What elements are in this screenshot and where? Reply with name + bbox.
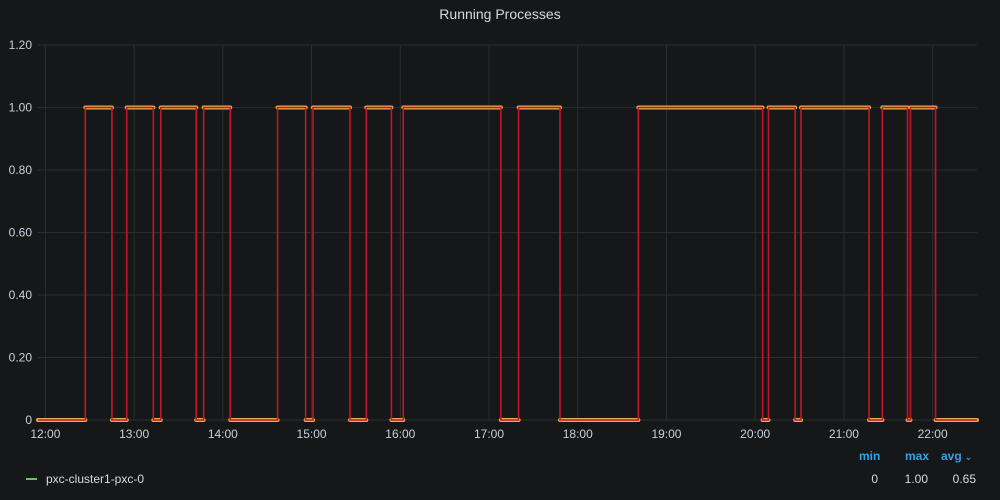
x-tick-label: 16:00 xyxy=(385,427,415,441)
legend-header-avg[interactable]: avg ⌄ xyxy=(941,449,972,463)
chevron-down-icon: ⌄ xyxy=(964,452,973,462)
y-tick-label: 1.00 xyxy=(9,101,33,115)
y-tick-label: 1.20 xyxy=(9,38,33,52)
x-tick-label: 17:00 xyxy=(474,427,504,441)
series-line xyxy=(38,106,977,421)
y-tick-label: 0 xyxy=(25,413,32,427)
x-tick-label: 18:00 xyxy=(563,427,593,441)
x-tick-label: 21:00 xyxy=(829,427,859,441)
legend-header-min[interactable]: min xyxy=(859,449,881,463)
x-tick-label: 22:00 xyxy=(918,427,948,441)
x-tick-label: 20:00 xyxy=(740,427,770,441)
legend-header-avg-label: avg xyxy=(941,449,962,463)
x-tick-label: 19:00 xyxy=(651,427,681,441)
chart-area: 0 0.20 0.40 0.60 0.80 1.00 1.20 12:00 13:00 14:00… xyxy=(9,38,979,441)
y-tick-label: 0.80 xyxy=(9,163,33,177)
x-tick-label: 15:00 xyxy=(297,427,327,441)
panel-title: Running Processes xyxy=(439,6,561,22)
legend: min max avg ⌄ pxc-cluster1-pxc-0 0 1.00 0… xyxy=(0,446,1000,500)
x-tick-label: 13:00 xyxy=(119,427,149,441)
legend-value-min: 0 xyxy=(871,472,878,486)
legend-value-max: 1.00 xyxy=(904,472,928,486)
y-tick-label: 0.60 xyxy=(9,226,33,240)
legend-header-max[interactable]: max xyxy=(905,449,930,463)
y-tick-label: 0.20 xyxy=(9,351,33,365)
legend-series-name[interactable]: pxc-cluster1-pxc-0 xyxy=(46,472,145,486)
y-tick-label: 0.40 xyxy=(9,288,33,302)
x-tick-label: 12:00 xyxy=(30,427,60,441)
legend-value-avg: 0.65 xyxy=(952,472,976,486)
series-color-swatch xyxy=(26,478,37,480)
x-tick-label: 14:00 xyxy=(208,427,238,441)
